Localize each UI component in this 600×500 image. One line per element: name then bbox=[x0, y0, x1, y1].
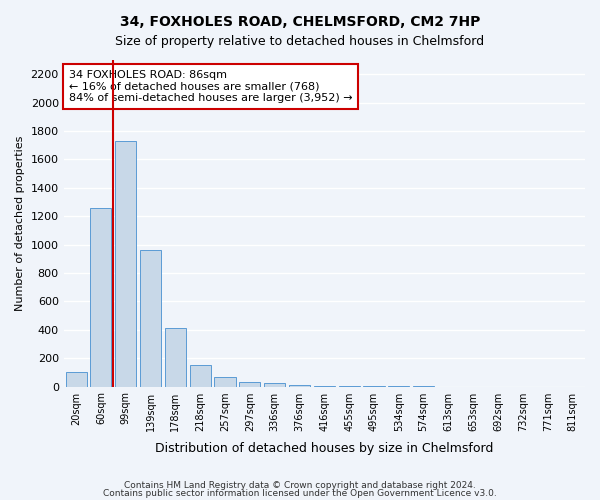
Bar bbox=[214, 378, 236, 386]
Text: Contains HM Land Registry data © Crown copyright and database right 2024.: Contains HM Land Registry data © Crown c… bbox=[124, 481, 476, 490]
Bar bbox=[65, 372, 86, 386]
Text: Size of property relative to detached houses in Chelmsford: Size of property relative to detached ho… bbox=[115, 35, 485, 48]
Bar bbox=[264, 383, 285, 386]
Bar bbox=[115, 141, 136, 386]
X-axis label: Distribution of detached houses by size in Chelmsford: Distribution of detached houses by size … bbox=[155, 442, 494, 455]
Bar bbox=[140, 250, 161, 386]
Y-axis label: Number of detached properties: Number of detached properties bbox=[15, 136, 25, 311]
Bar bbox=[165, 328, 186, 386]
Bar bbox=[190, 364, 211, 386]
Bar bbox=[239, 382, 260, 386]
Bar bbox=[289, 385, 310, 386]
Text: 34, FOXHOLES ROAD, CHELMSFORD, CM2 7HP: 34, FOXHOLES ROAD, CHELMSFORD, CM2 7HP bbox=[120, 15, 480, 29]
Text: Contains public sector information licensed under the Open Government Licence v3: Contains public sector information licen… bbox=[103, 488, 497, 498]
Bar bbox=[91, 208, 112, 386]
Text: 34 FOXHOLES ROAD: 86sqm
← 16% of detached houses are smaller (768)
84% of semi-d: 34 FOXHOLES ROAD: 86sqm ← 16% of detache… bbox=[69, 70, 353, 103]
